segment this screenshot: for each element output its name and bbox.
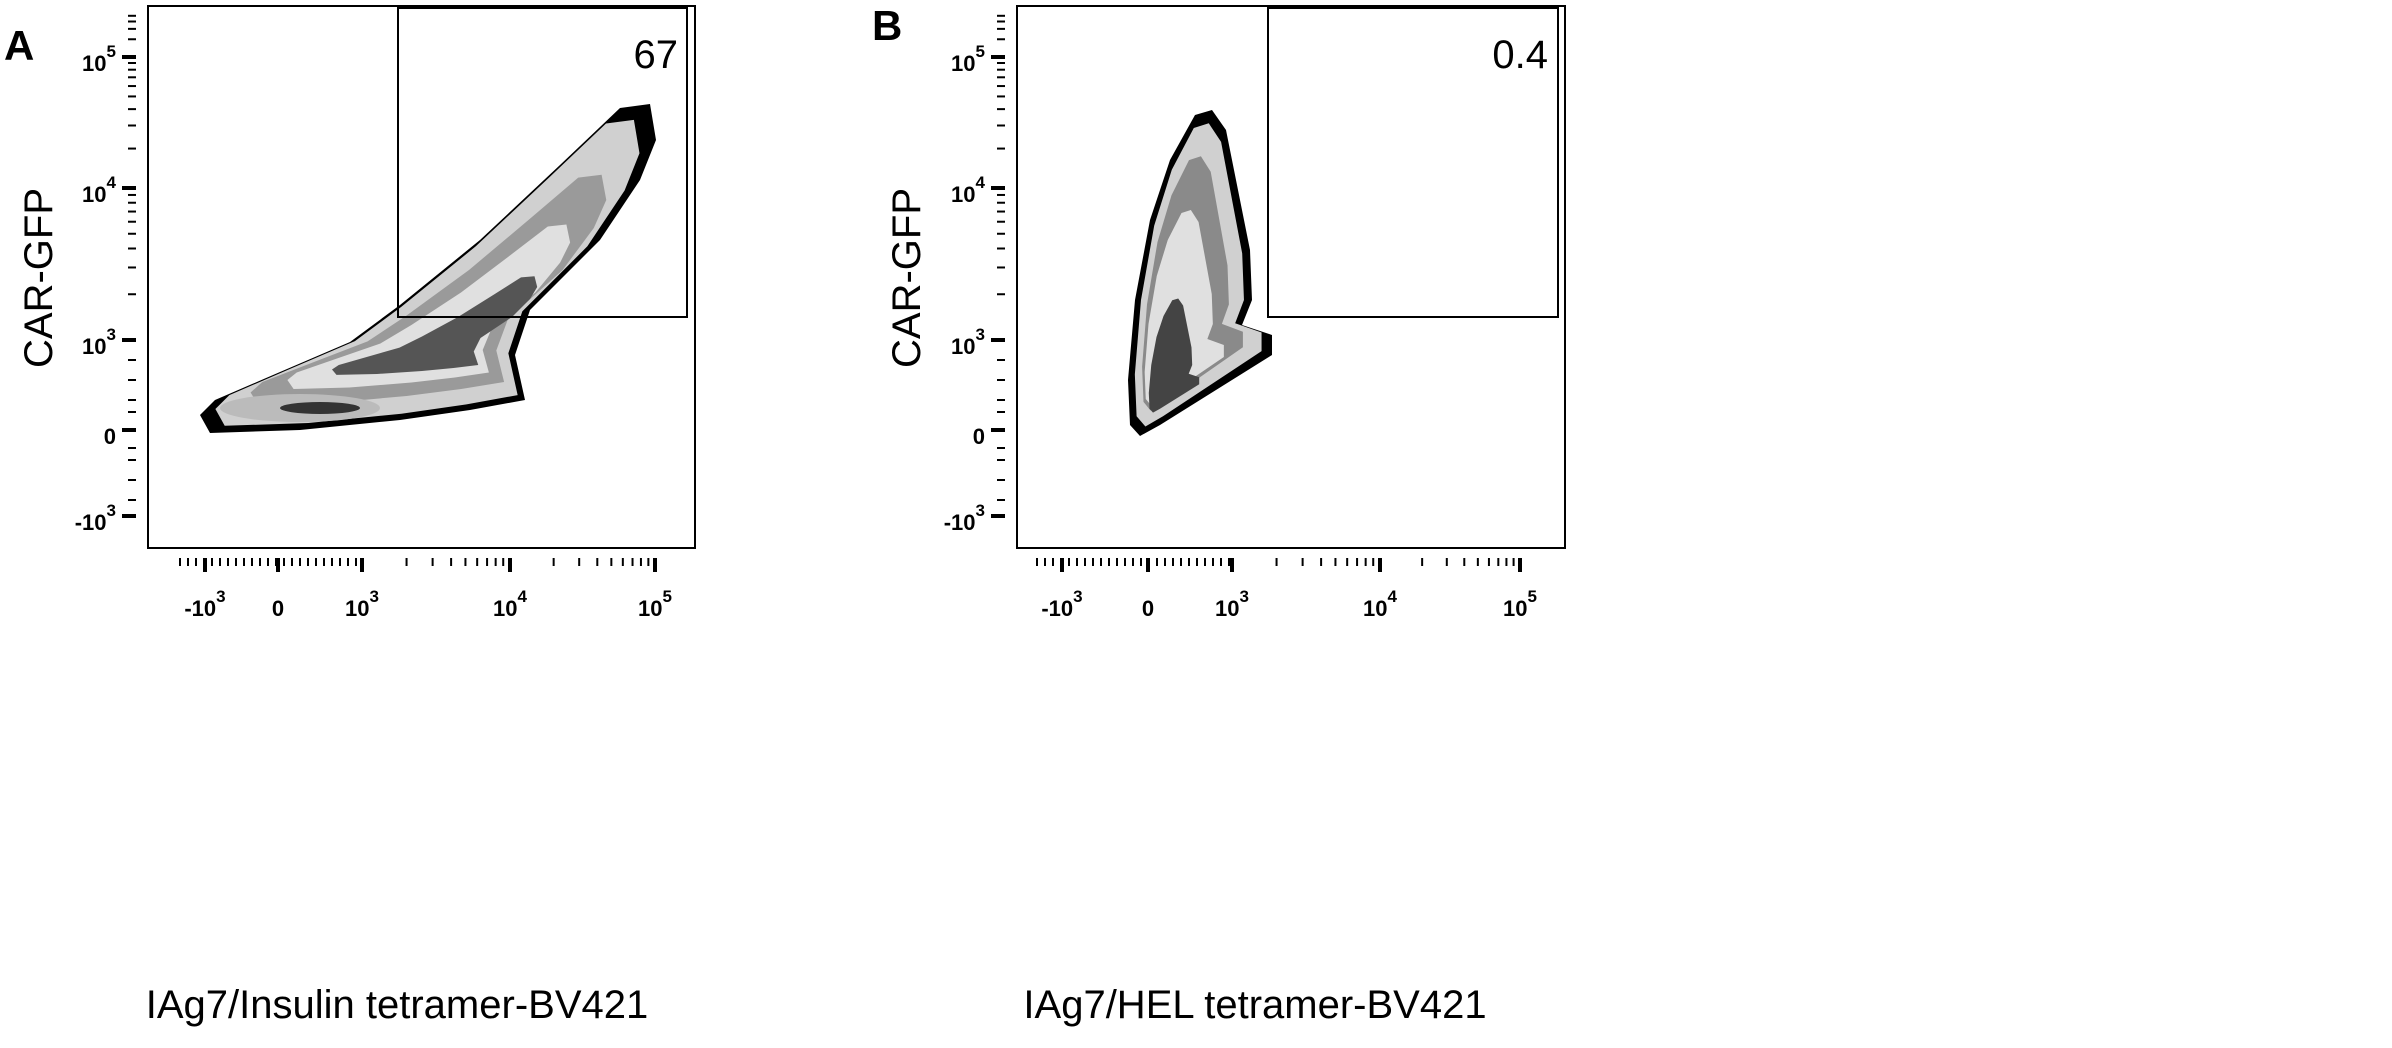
tick-label: -103: [184, 587, 225, 621]
tick-label: 104: [493, 587, 527, 621]
tick-label: 0: [1142, 596, 1154, 621]
y-axis-title: CAR-GFP: [17, 188, 61, 368]
tick-label: 103: [82, 325, 116, 359]
gate-percentage: 67: [634, 33, 679, 77]
plot-frame: [1016, 5, 1566, 549]
tick-label: 0: [973, 424, 985, 449]
tick-label: 103: [951, 325, 985, 359]
tick-label: 104: [82, 173, 116, 207]
tick-label: 0: [104, 424, 116, 449]
panel-letter: B: [872, 2, 902, 49]
x-axis-title: IAg7/HEL tetramer-BV421: [1023, 983, 1486, 1027]
panel-b: B 0.4 105 104 103 0 -103 -103 0 103 104 105 CAR-…: [872, 2, 1566, 1027]
x-axis-title: IAg7/Insulin tetramer-BV421: [146, 983, 648, 1027]
gate-rectangle[interactable]: [397, 7, 688, 318]
y-axis-title: CAR-GFP: [885, 188, 929, 368]
y-axis: 105 104 103 0 -103: [75, 14, 136, 535]
x-axis: -103 0 103 104 105: [179, 558, 672, 621]
tick-label: -103: [1041, 587, 1082, 621]
density-contours: [200, 104, 656, 433]
tick-label: 104: [1363, 587, 1397, 621]
x-axis: -103 0 103 104 105: [1036, 558, 1537, 621]
y-axis: 105 104 103 0 -103: [944, 14, 1005, 535]
tick-label: 105: [1503, 587, 1537, 621]
tick-label: 104: [951, 173, 985, 207]
tick-label: 103: [345, 587, 379, 621]
gate-percentage: 0.4: [1492, 33, 1548, 77]
tick-label: 105: [951, 42, 985, 76]
tick-label: -103: [75, 501, 116, 535]
tick-label: 103: [1215, 587, 1249, 621]
tick-label: 105: [638, 587, 672, 621]
panel-a: A 67 105 104 103 0 -103 -103 0 103 104 105 CAR-G…: [4, 5, 696, 1027]
tick-label: 105: [82, 42, 116, 76]
density-contours: [1128, 110, 1272, 436]
gate-rectangle[interactable]: [1267, 7, 1559, 318]
tick-label: -103: [944, 501, 985, 535]
contour-peak-core: [280, 402, 360, 414]
tick-label: 0: [272, 596, 284, 621]
plot-frame: [147, 5, 696, 549]
panel-letter: A: [4, 22, 34, 69]
